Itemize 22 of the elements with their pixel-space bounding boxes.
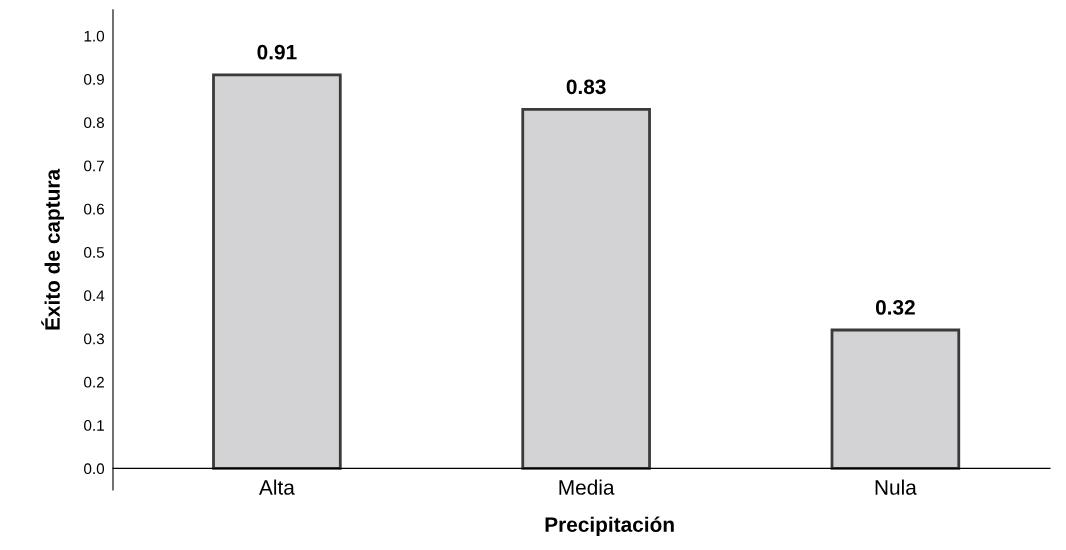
y-tick-label: 0.6 <box>84 203 104 215</box>
data-label: 0.32 <box>875 300 915 315</box>
data-label: 0.83 <box>566 79 606 95</box>
bar <box>212 73 342 470</box>
y-tick-label: 0.7 <box>84 160 104 172</box>
x-axis-title: Precipitación <box>545 516 674 537</box>
y-tick-label: 0.5 <box>84 247 105 258</box>
bar <box>521 108 651 470</box>
y-tick-label: 0.9 <box>84 73 104 85</box>
y-tick-label: 0.4 <box>84 290 105 302</box>
y-axis-title: Éxito de captura <box>41 168 64 330</box>
y-tick-label: 0.8 <box>84 117 104 129</box>
y-tick-label: 1.0 <box>84 30 105 42</box>
y-tick-label: 0.0 <box>84 463 105 475</box>
y-tick-label: 0.1 <box>84 420 104 431</box>
data-label: 0.91 <box>257 44 297 60</box>
x-tick-label: Alta <box>258 479 295 495</box>
y-tick-label: 0.3 <box>84 333 104 345</box>
bar <box>830 328 961 470</box>
y-tick-label: 0.2 <box>84 376 104 388</box>
x-tick-label: Nula <box>875 479 917 495</box>
x-tick-label: Media <box>559 479 615 495</box>
